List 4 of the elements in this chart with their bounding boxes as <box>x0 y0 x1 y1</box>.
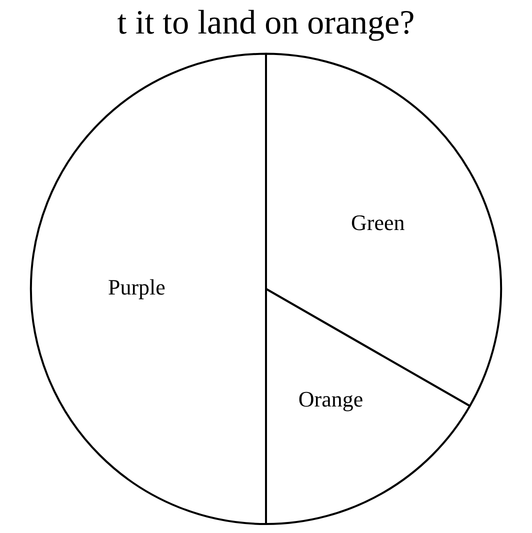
slice-label: Purple <box>108 274 166 300</box>
chart-title: t it to land on orange? <box>117 4 415 42</box>
slice-label: Orange <box>298 386 364 412</box>
slice-label: Green <box>351 210 405 235</box>
